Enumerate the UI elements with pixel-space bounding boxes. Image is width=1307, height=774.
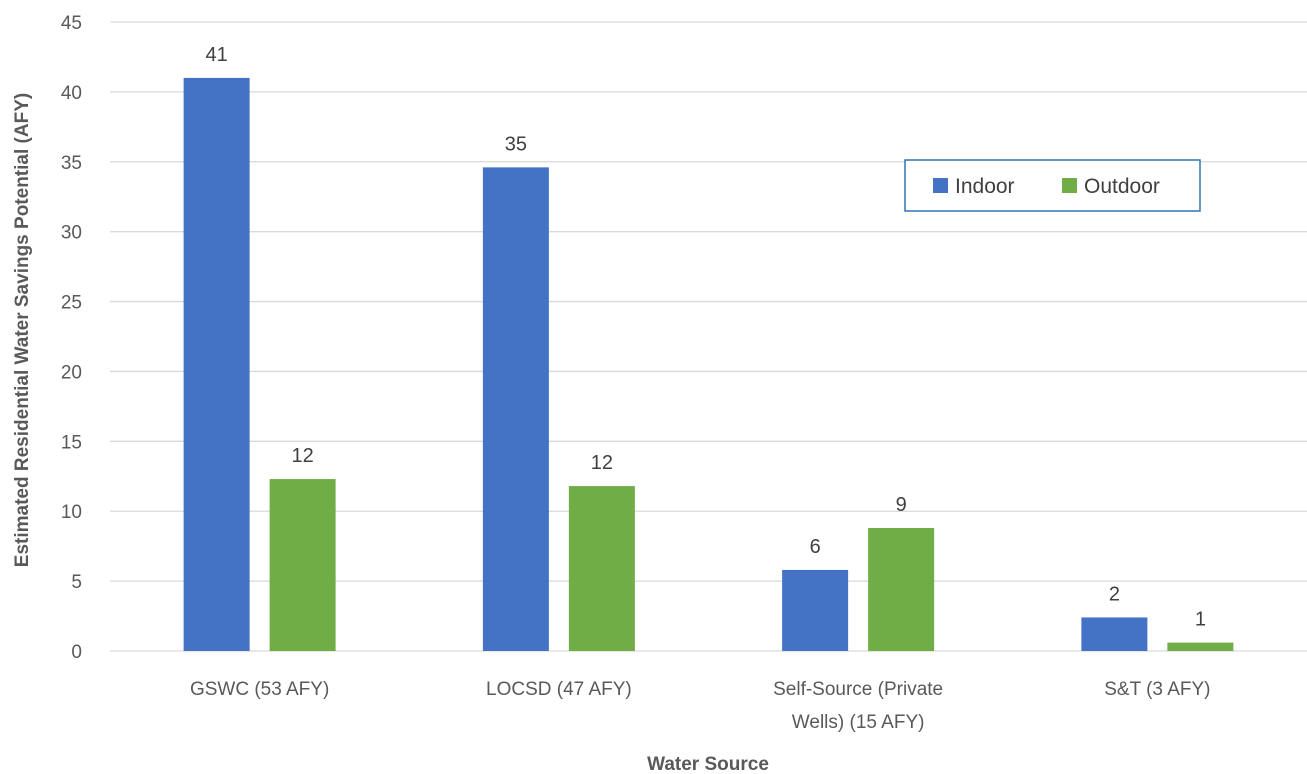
x-category-label: Wells) (15 AFY) [792, 712, 925, 733]
y-tick-label: 5 [71, 572, 82, 593]
y-tick-label: 30 [61, 223, 82, 244]
data-label: 35 [505, 133, 527, 155]
y-tick-label: 35 [61, 153, 82, 174]
y-tick-label: 0 [71, 642, 82, 663]
x-axis-categories: GSWC (53 AFY) LOCSD (47 AFY) Self-Source (… [190, 679, 1211, 733]
x-category-label: Self-Source (Private [773, 679, 943, 700]
y-tick-label: 10 [61, 502, 82, 523]
y-tick-label: 20 [61, 362, 82, 383]
y-tick-label: 40 [61, 83, 82, 104]
data-labels: 41 12 35 12 6 9 2 1 [206, 44, 1206, 631]
legend-label-indoor: Indoor [955, 175, 1015, 198]
legend-box [904, 159, 1201, 212]
x-category-label: S&T (3 AFY) [1104, 679, 1210, 700]
x-category-label: LOCSD (47 AFY) [486, 679, 632, 700]
legend-swatch-indoor [933, 178, 948, 193]
y-axis-title: Estimated Residential Water Savings Pote… [12, 93, 33, 567]
bar-indoor [1081, 617, 1148, 651]
bars [183, 77, 1234, 651]
bar-outdoor [1167, 642, 1234, 651]
x-axis-title: Water Source [647, 754, 769, 774]
legend-swatch-outdoor [1062, 178, 1077, 193]
y-tick-label: 25 [61, 293, 82, 314]
bar-indoor [482, 167, 549, 651]
data-label: 1 [1195, 609, 1206, 631]
bar-outdoor [568, 486, 635, 651]
data-label: 2 [1109, 583, 1120, 605]
data-label: 9 [896, 494, 907, 516]
data-label: 12 [591, 452, 613, 474]
data-label: 6 [810, 536, 821, 558]
bar-indoor [183, 77, 250, 651]
y-axis-ticks: 0 5 10 15 20 25 30 35 40 45 [61, 13, 82, 663]
bar-outdoor [269, 479, 336, 651]
y-tick-label: 45 [61, 13, 82, 34]
legend-label-outdoor: Outdoor [1084, 175, 1160, 198]
bar-outdoor [868, 527, 935, 651]
bar-indoor [782, 569, 849, 651]
data-label: 41 [206, 44, 228, 66]
y-tick-label: 15 [61, 432, 82, 453]
x-category-label: GSWC (53 AFY) [190, 679, 329, 700]
data-label: 12 [292, 445, 314, 467]
legend: Indoor Outdoor [904, 159, 1201, 212]
